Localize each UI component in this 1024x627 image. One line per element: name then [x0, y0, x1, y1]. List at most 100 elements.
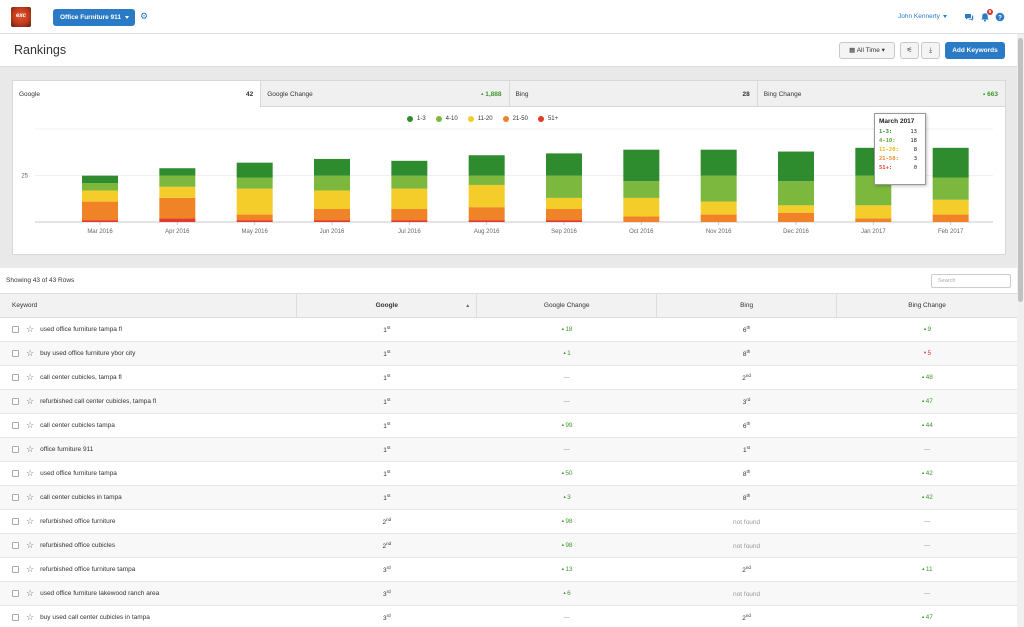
- keyword-text: used office furniture tampa fl: [40, 326, 122, 333]
- bing-rank-cell: 8th: [656, 341, 837, 366]
- site-selector-button[interactable]: Office Furniture 911: [53, 9, 135, 26]
- row-checkbox[interactable]: [12, 494, 19, 501]
- star-icon[interactable]: ☆: [26, 444, 35, 454]
- table-row[interactable]: ☆ refurbished office furniture tampa 3rd 13…: [0, 557, 1018, 582]
- sliders-icon: ⚟: [906, 47, 913, 54]
- star-icon[interactable]: ☆: [26, 612, 35, 622]
- keyword-cell: ☆ refurbished call center cubicles, tampa…: [0, 389, 297, 414]
- column-header-bing-change[interactable]: Bing Change: [836, 293, 1018, 318]
- star-icon[interactable]: ☆: [26, 372, 35, 382]
- row-checkbox[interactable]: [12, 542, 19, 549]
- row-checkbox[interactable]: [12, 398, 19, 405]
- bell-icon[interactable]: [980, 12, 990, 24]
- legend-item[interactable]: 11-20: [467, 116, 493, 122]
- star-icon[interactable]: ☆: [26, 468, 35, 478]
- legend-swatch: [537, 116, 544, 122]
- legend-item[interactable]: 21-50: [502, 116, 528, 122]
- chat-icon[interactable]: [964, 12, 974, 24]
- row-checkbox[interactable]: [12, 470, 19, 477]
- bing-change-cell: —: [836, 581, 1018, 606]
- row-checkbox[interactable]: [12, 518, 19, 525]
- star-icon[interactable]: ☆: [26, 588, 35, 598]
- star-icon[interactable]: ☆: [26, 492, 35, 502]
- star-icon[interactable]: ☆: [26, 516, 35, 526]
- help-icon[interactable]: ?: [995, 12, 1005, 24]
- google-rank-cell: 1st: [296, 317, 477, 342]
- legend-swatch: [502, 116, 509, 122]
- bing-change-cell: 5: [836, 341, 1018, 366]
- search-input[interactable]: [931, 274, 1011, 288]
- bing-rank: 6: [742, 327, 747, 334]
- column-header-google-change[interactable]: Google Change: [476, 293, 658, 318]
- bing-rank-suffix: nd: [745, 373, 751, 378]
- keywords-table: Keyword Google ▲ Google Change Bing Bing …: [0, 293, 1018, 627]
- tab-value: 1,888: [480, 91, 501, 98]
- bar-segment-21-50: [314, 209, 350, 221]
- table-row[interactable]: ☆ buy used call center cubicles in tampa 3…: [0, 605, 1018, 627]
- brand-logo[interactable]: exc: [11, 7, 31, 27]
- legend-item[interactable]: 1-3: [407, 116, 426, 122]
- chart-legend: 1-3 4-10 11-20 21-50 51+: [407, 116, 558, 122]
- row-checkbox[interactable]: [12, 326, 19, 333]
- star-icon[interactable]: ☆: [26, 396, 35, 406]
- row-checkbox[interactable]: [12, 350, 19, 357]
- gear-icon[interactable]: ⚙: [140, 11, 149, 21]
- table-row[interactable]: ☆ used office furniture lakewood ranch ar…: [0, 581, 1018, 606]
- column-header-bing[interactable]: Bing: [656, 293, 838, 318]
- row-checkbox[interactable]: [12, 422, 19, 429]
- star-icon[interactable]: ☆: [26, 420, 35, 430]
- bar-segment-4-10: [236, 177, 273, 189]
- date-range-dropdown[interactable]: ▦ All Time ▾: [839, 42, 895, 59]
- bar-segment-21-50: [546, 209, 582, 221]
- google-change-cell: 6: [476, 581, 657, 606]
- tooltip-row: 11-20: 8: [879, 147, 921, 156]
- google-change-value: —: [563, 446, 570, 453]
- table-row[interactable]: ☆ used office furniture tampa 1st 50 8th 42: [0, 461, 1018, 486]
- add-keywords-button[interactable]: Add Keywords: [945, 42, 1005, 59]
- row-checkbox[interactable]: [12, 614, 19, 621]
- table-row[interactable]: ☆ refurbished call center cubicles, tampa…: [0, 389, 1018, 414]
- bar-segment-4-10: [82, 183, 118, 191]
- tooltip-label: 11-20:: [879, 147, 899, 153]
- column-header-google[interactable]: Google ▲: [296, 293, 478, 318]
- tab-bing-change[interactable]: Bing Change 663: [756, 81, 1005, 107]
- legend-label: 51+: [547, 116, 559, 122]
- user-menu[interactable]: John Kennerty: [898, 13, 947, 20]
- metric-tabs: Google 42 Google Change 1,888 Bing 28 Bi…: [13, 81, 1005, 107]
- filter-button[interactable]: ⚟: [900, 42, 919, 59]
- bar-segment-1-3: [700, 149, 737, 176]
- legend-item[interactable]: 4-10: [435, 116, 458, 122]
- row-checkbox[interactable]: [12, 590, 19, 597]
- table-row[interactable]: ☆ office furniture 911 1st —1st —: [0, 437, 1018, 462]
- scrollbar-thumb[interactable]: [1018, 38, 1023, 302]
- bing-rank-suffix: th: [746, 349, 751, 354]
- tab-google[interactable]: Google 42: [13, 81, 261, 107]
- star-icon[interactable]: ☆: [26, 564, 35, 574]
- bar-segment-21-50: [700, 214, 737, 222]
- tab-bing[interactable]: Bing 28: [508, 81, 757, 107]
- table-row[interactable]: ☆buy used office furniture ybor city1st1…: [0, 341, 1018, 366]
- star-icon[interactable]: ☆: [26, 540, 35, 550]
- table-row[interactable]: ☆ call center cubicles in tampa 1st 3 8th 42: [0, 485, 1018, 510]
- column-header-keyword[interactable]: Keyword: [0, 293, 298, 318]
- x-tick-label: Aug 2016: [474, 229, 500, 235]
- legend-item[interactable]: 51+: [537, 116, 559, 122]
- tab-google-change[interactable]: Google Change 1,888: [260, 81, 509, 107]
- star-icon[interactable]: ☆: [26, 348, 35, 358]
- page-scrollbar[interactable]: [1017, 34, 1024, 627]
- bing-rank-suffix: nd: [745, 565, 751, 570]
- row-checkbox[interactable]: [12, 566, 19, 573]
- download-button[interactable]: ⤓: [921, 42, 940, 59]
- row-checkbox[interactable]: [12, 446, 19, 453]
- table-row[interactable]: ☆ refurbished office furniture 2nd 98 not fo…: [0, 509, 1018, 534]
- table-row[interactable]: ☆ refurbished office cubicles 2nd 98 not fou…: [0, 533, 1018, 558]
- table-row[interactable]: ☆ used office furniture tampa fl 1st 18 6th 9: [0, 317, 1018, 342]
- bar-segment-11-20: [855, 205, 892, 219]
- row-checkbox[interactable]: [12, 374, 19, 381]
- table-row[interactable]: ☆ call center cubicles tampa 1st 99 6th 44: [0, 413, 1018, 438]
- keyword-cell: ☆ call center cubicles, tampa fl: [0, 365, 297, 390]
- tooltip-label: 1-3:: [879, 129, 893, 135]
- table-row[interactable]: ☆ call center cubicles, tampa fl 1st — 2nd 48: [0, 365, 1018, 390]
- star-icon[interactable]: ☆: [26, 324, 35, 334]
- tooltip-value: 0: [913, 165, 917, 171]
